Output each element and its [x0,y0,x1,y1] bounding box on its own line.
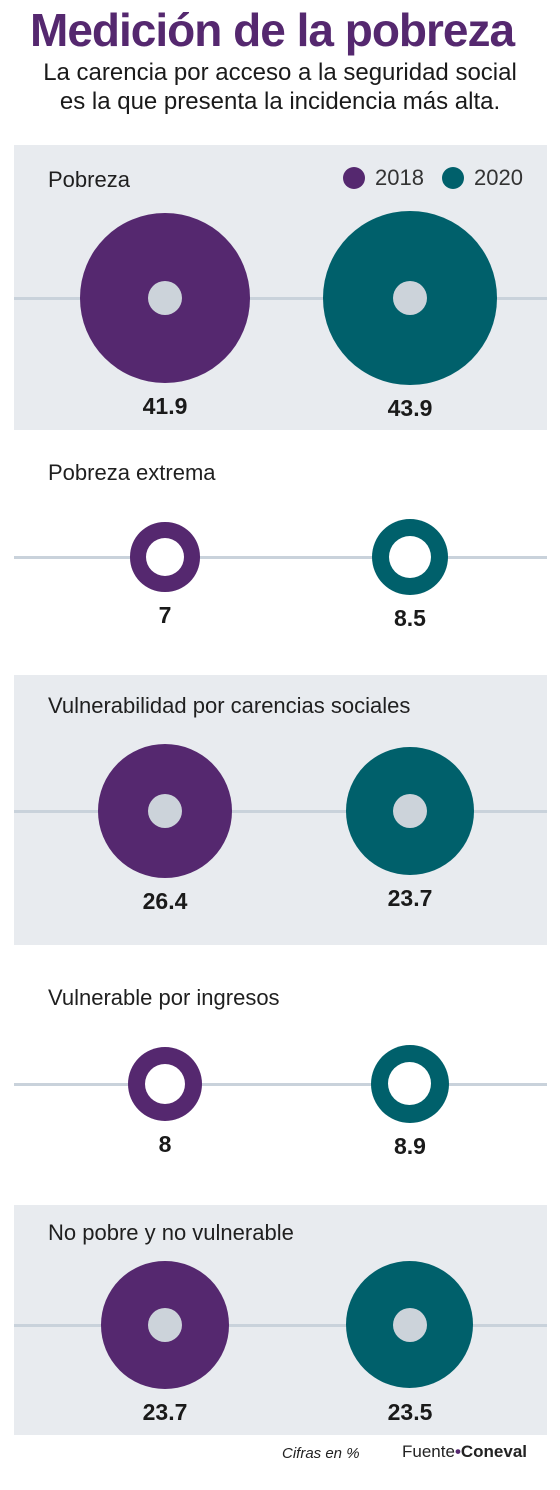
bubble-2020 [371,518,449,596]
data-label-2020: 43.9 [387,394,433,421]
chart-panel: Vulnerabilidad por carencias sociales 26.… [14,675,547,945]
axis-line [14,556,547,559]
source-label: Fuente [402,1442,455,1461]
bubble-2020 [346,1261,474,1389]
bubble-2020 [370,1044,450,1124]
bubble-center [392,1307,427,1342]
bubble-2018 [97,743,233,879]
source-credit: Fuente•Coneval [402,1442,527,1462]
source-org: Coneval [460,1442,528,1461]
legend-label-2018: 2018 [375,165,424,190]
bubble-2018 [101,1261,229,1389]
chart-panel: Pobreza extrema 7 8.5 [14,445,547,660]
bubble-center [388,1062,432,1106]
units-note: Cifras en % [282,1445,360,1462]
legend-item-2020: 2020 [442,165,523,191]
bubble-center [145,537,185,577]
axis-line [14,1083,547,1086]
data-label-2020: 23.7 [387,884,433,911]
category-label: Pobreza extrema [48,460,216,485]
legend-label-2020: 2020 [474,165,523,190]
bubble-2018 [130,522,200,592]
subtitle-line-2: es la que presenta la incidencia más alt… [59,88,501,115]
category-label: Pobreza [48,167,130,192]
bubble-2018 [127,1046,203,1122]
bubble-2020 [346,747,474,875]
chart-panel: No pobre y no vulnerable 23.7 23.5 [14,1205,547,1435]
bubble-center [147,280,182,315]
page-subtitle: La carencia por acceso a la seguridad so… [10,58,550,116]
bubble-center [388,535,431,578]
bubble-center [144,1063,186,1105]
source-separator: • [454,1442,461,1461]
page-title: Medición de la pobreza [30,4,515,56]
bubble-center [392,280,427,315]
axis-line [14,297,547,300]
data-label-2020: 23.5 [387,1398,433,1425]
legend-item-2018: 2018 [343,165,424,191]
data-label-2018: 26.4 [142,888,188,915]
bubble-2020 [323,211,497,385]
data-label-2020: 8.9 [394,1133,426,1160]
chart-panel: Pobreza 41.9 43.9 [14,145,547,430]
data-label-2018: 23.7 [142,1398,188,1425]
category-label: Vulnerable por ingresos [48,985,280,1010]
legend-dot-2018 [343,167,365,189]
data-label-2018: 7 [158,601,172,628]
data-label-2020: 8.5 [394,605,426,632]
subtitle-line-1: La carencia por acceso a la seguridad so… [43,59,517,86]
legend-dot-2020 [442,167,464,189]
bubble-2018 [80,213,250,383]
chart-panel: Vulnerable por ingresos 8 8.9 [14,960,547,1190]
bubble-center [392,793,427,828]
bubble-center [147,1307,182,1342]
bubble-center [147,793,182,828]
axis-line [14,1324,547,1327]
category-label: No pobre y no vulnerable [48,1220,294,1245]
data-label-2018: 41.9 [142,392,188,419]
data-label-2018: 8 [158,1131,172,1158]
axis-line [14,810,547,813]
category-label: Vulnerabilidad por carencias sociales [48,693,411,718]
